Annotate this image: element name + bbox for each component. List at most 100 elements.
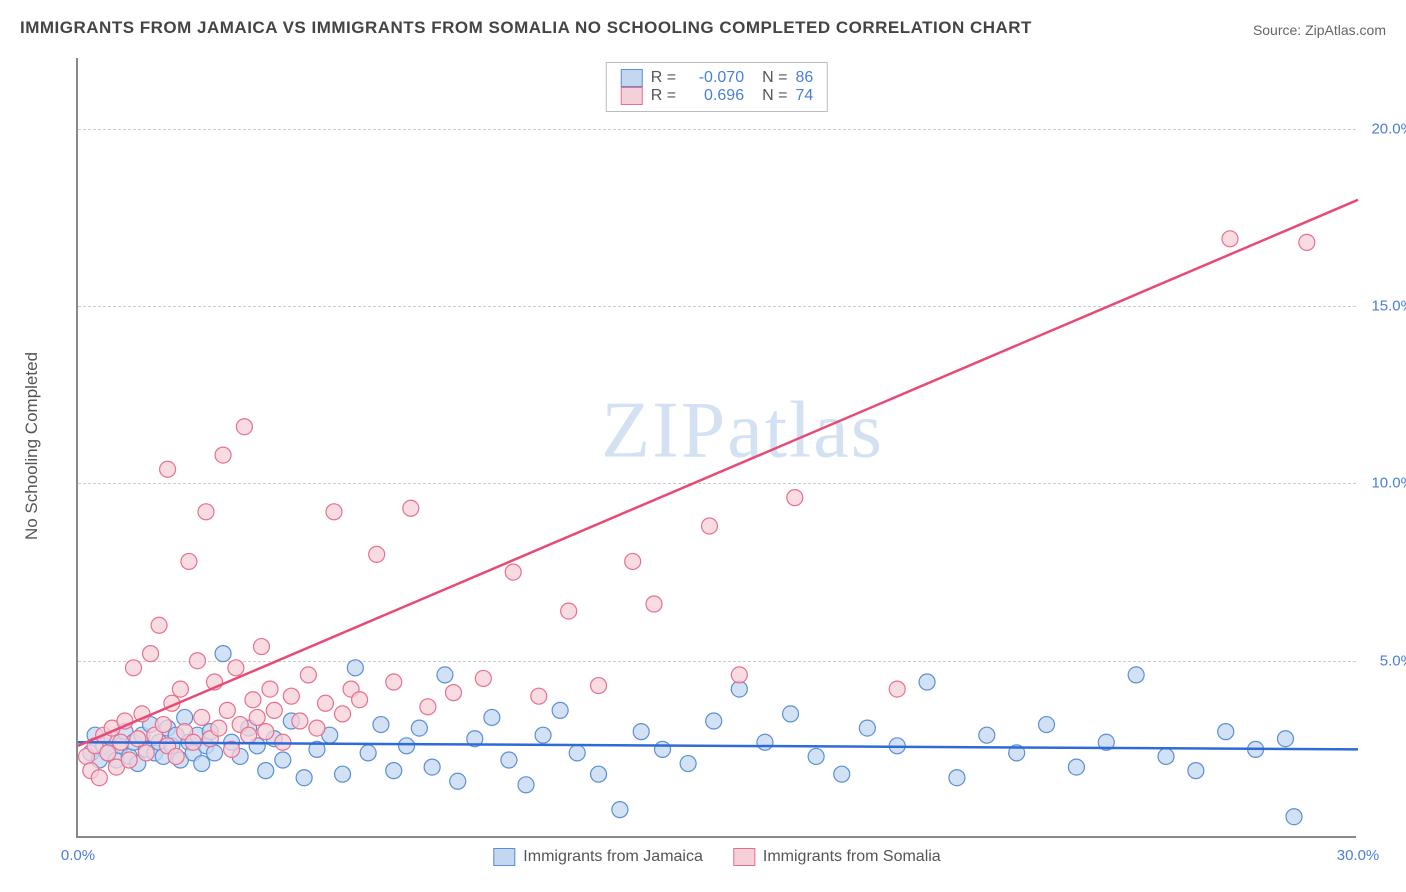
data-point [625, 553, 641, 569]
data-point [228, 660, 244, 676]
data-point [121, 752, 137, 768]
data-point [445, 685, 461, 701]
data-point [646, 596, 662, 612]
data-point [518, 777, 534, 793]
data-point [680, 756, 696, 772]
data-point [561, 603, 577, 619]
data-point [151, 617, 167, 633]
data-point [241, 727, 257, 743]
data-point [591, 766, 607, 782]
y-tick-label: 15.0% [1371, 298, 1406, 315]
plot-area: ZIPatlas R = -0.070 N = 86 R = 0.696 N =… [76, 58, 1356, 838]
legend-item-jamaica: Immigrants from Jamaica [493, 848, 703, 866]
data-point [731, 667, 747, 683]
data-point [501, 752, 517, 768]
data-point [437, 667, 453, 683]
data-point [1188, 763, 1204, 779]
swatch-somalia-icon [733, 848, 755, 866]
data-point [701, 518, 717, 534]
data-point [612, 802, 628, 818]
data-point [1128, 667, 1144, 683]
r-value-jamaica: -0.070 [684, 69, 744, 87]
data-point [143, 646, 159, 662]
data-point [552, 702, 568, 718]
data-point [262, 681, 278, 697]
data-point [326, 504, 342, 520]
chart-svg [78, 58, 1356, 836]
data-point [399, 738, 415, 754]
swatch-jamaica [621, 69, 643, 87]
data-point [207, 745, 223, 761]
correlation-legend: R = -0.070 N = 86 R = 0.696 N = 74 [606, 62, 828, 112]
data-point [535, 727, 551, 743]
swatch-somalia [621, 87, 643, 105]
data-point [531, 688, 547, 704]
data-point [253, 639, 269, 655]
data-point [219, 702, 235, 718]
data-point [138, 745, 154, 761]
y-tick-label: 20.0% [1371, 120, 1406, 137]
data-point [373, 717, 389, 733]
data-point [249, 709, 265, 725]
data-point [198, 504, 214, 520]
data-point [655, 741, 671, 757]
data-point [1277, 731, 1293, 747]
data-point [275, 752, 291, 768]
n-value-somalia: 74 [795, 87, 813, 105]
data-point [168, 748, 184, 764]
data-point [633, 724, 649, 740]
data-point [194, 709, 210, 725]
data-point [155, 717, 171, 733]
data-point [386, 674, 402, 690]
data-point [258, 724, 274, 740]
data-point [569, 745, 585, 761]
n-value-jamaica: 86 [795, 69, 813, 87]
data-point [757, 734, 773, 750]
data-point [317, 695, 333, 711]
data-point [1068, 759, 1084, 775]
data-point [245, 692, 261, 708]
data-point [125, 660, 141, 676]
data-point [386, 763, 402, 779]
data-point [292, 713, 308, 729]
series-legend: Immigrants from Jamaica Immigrants from … [493, 848, 940, 866]
data-point [1222, 231, 1238, 247]
data-point [424, 759, 440, 775]
data-point [360, 745, 376, 761]
legend-label-jamaica: Immigrants from Jamaica [523, 848, 703, 866]
data-point [309, 720, 325, 736]
data-point [783, 706, 799, 722]
data-point [335, 706, 351, 722]
data-point [215, 447, 231, 463]
data-point [100, 745, 116, 761]
data-point [919, 674, 935, 690]
data-point [403, 500, 419, 516]
data-point [1299, 234, 1315, 250]
y-tick-label: 5.0% [1380, 652, 1406, 669]
legend-row-jamaica: R = -0.070 N = 86 [621, 69, 813, 87]
data-point [335, 766, 351, 782]
data-point [130, 731, 146, 747]
data-point [181, 553, 197, 569]
data-point [300, 667, 316, 683]
chart-title: IMMIGRANTS FROM JAMAICA VS IMMIGRANTS FR… [20, 18, 1032, 38]
data-point [194, 756, 210, 772]
data-point [706, 713, 722, 729]
data-point [1039, 717, 1055, 733]
data-point [420, 699, 436, 715]
data-point [475, 670, 491, 686]
data-point [484, 709, 500, 725]
swatch-jamaica-icon [493, 848, 515, 866]
data-point [347, 660, 363, 676]
x-tick-label: 0.0% [61, 847, 95, 864]
data-point [266, 702, 282, 718]
data-point [236, 419, 252, 435]
legend-label-somalia: Immigrants from Somalia [763, 848, 941, 866]
r-value-somalia: 0.696 [684, 87, 744, 105]
data-point [91, 770, 107, 786]
data-point [172, 681, 188, 697]
data-point [979, 727, 995, 743]
data-point [787, 490, 803, 506]
data-point [505, 564, 521, 580]
data-point [160, 461, 176, 477]
